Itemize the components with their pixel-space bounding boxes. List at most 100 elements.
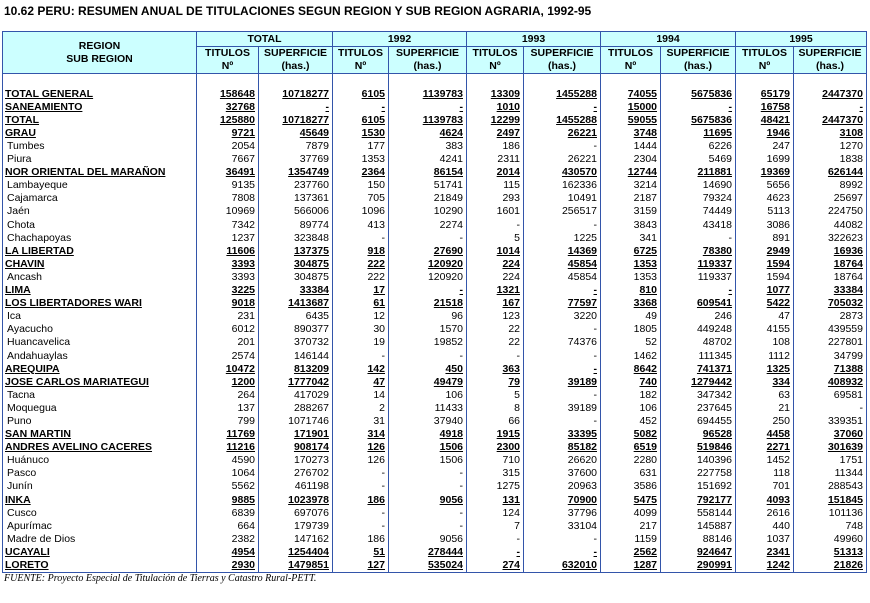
- cell: 4918: [388, 427, 467, 441]
- cell: 1139783: [388, 113, 467, 127]
- header-text: SUB REGION: [66, 52, 133, 65]
- spacer: [523, 73, 601, 88]
- header-text: (has.): [683, 60, 712, 72]
- cell-text: -: [381, 519, 386, 532]
- cell-text: -: [728, 284, 733, 297]
- cell-text: 16936: [833, 244, 863, 257]
- header-text: (has.): [547, 60, 576, 72]
- subregion-row: Pasco 1064 276702 - - 315 37600 631 227758 118 113…: [2, 466, 867, 480]
- cell: 8992: [793, 178, 867, 192]
- cell: 1413687: [258, 296, 333, 310]
- cell-text: 27690: [433, 244, 463, 257]
- cell: 1444: [600, 139, 661, 153]
- cell-text: 334: [772, 375, 790, 388]
- cell: 5675836: [660, 113, 736, 127]
- cell: 39189: [523, 401, 601, 415]
- cell-text: 63: [778, 388, 790, 401]
- cell: 77597: [523, 296, 601, 310]
- cell-text: 37796: [567, 506, 597, 519]
- cell-text: 124: [502, 506, 520, 519]
- cell-text: 89774: [299, 218, 329, 231]
- cell: 3159: [600, 204, 661, 219]
- subcol-header: TITULOS Nº: [600, 46, 661, 74]
- cell-text: 347342: [696, 388, 732, 401]
- cell: 740: [600, 375, 661, 389]
- title: 10.62 PERU: RESUMEN ANUAL DE TITULACIONE…: [4, 4, 592, 18]
- subcol-header: TITULOS Nº: [332, 46, 389, 74]
- cell: 2574: [196, 348, 259, 363]
- cell: 78380: [660, 244, 736, 258]
- cell: 334: [735, 375, 794, 389]
- cell-text: 1946: [766, 126, 790, 139]
- cell-text: 288267: [293, 401, 329, 414]
- cell: 6105: [332, 113, 389, 127]
- cell-text: 21849: [433, 192, 463, 205]
- cell-text: Piura: [7, 153, 32, 166]
- cell-text: 74376: [567, 336, 597, 349]
- cell-text: 247: [772, 140, 790, 153]
- name-cell: Chachapoyas: [2, 231, 197, 245]
- cell-text: 85182: [567, 441, 597, 454]
- cell: -: [332, 479, 389, 493]
- cell-text: 9056: [439, 532, 463, 545]
- cell-text: 2562: [633, 545, 657, 558]
- cell-text: 59055: [627, 113, 657, 126]
- cell-text: Pasco: [7, 467, 37, 480]
- cell-text: Andahuaylas: [7, 349, 68, 362]
- cell-text: Junín: [7, 480, 33, 493]
- spacer: [600, 73, 661, 88]
- cell-text: 5562: [231, 480, 255, 493]
- cell-text: 11695: [703, 126, 732, 139]
- cell: 186: [332, 493, 389, 507]
- cell-text: 2280: [633, 454, 657, 467]
- cell-text: 5675836: [691, 113, 732, 126]
- cell-text: 10969: [225, 205, 255, 218]
- cell-text: -: [516, 218, 521, 231]
- cell: 171901: [258, 427, 333, 441]
- cell-text: Tumbes: [7, 140, 45, 153]
- cell-text: 10472: [225, 362, 255, 375]
- cell-text: 535024: [427, 559, 463, 572]
- cell-text: 1413687: [288, 297, 329, 310]
- cell-text: -: [459, 519, 464, 532]
- cell: 2497: [466, 126, 524, 140]
- cell: -: [660, 100, 736, 114]
- cell-text: 11606: [226, 244, 255, 257]
- cell-text: 1353: [633, 257, 657, 270]
- cell-text: 664: [237, 519, 255, 532]
- cell-text: -: [516, 349, 521, 362]
- cell-text: 3393: [231, 270, 255, 283]
- cell: 1353: [600, 257, 661, 271]
- cell-text: 33384: [833, 284, 863, 297]
- cell: 278444: [388, 545, 467, 559]
- cell: 631: [600, 466, 661, 480]
- cell: 2447370: [793, 87, 867, 101]
- cell-text: 49960: [833, 532, 863, 545]
- cell: 1452: [735, 453, 794, 467]
- cell: 25697: [793, 191, 867, 205]
- cell: 3225: [196, 283, 259, 297]
- cell: 1077: [735, 283, 794, 297]
- spacer: [466, 73, 524, 88]
- cell: 3393: [196, 257, 259, 271]
- cell-text: 4623: [766, 192, 790, 205]
- cell: 11216: [196, 440, 259, 454]
- cell-text: 1594: [766, 270, 790, 283]
- cell: 32768: [196, 100, 259, 114]
- name-cell: AREQUIPA: [2, 362, 197, 376]
- cell: 5469: [660, 152, 736, 166]
- cell: 146144: [258, 348, 333, 363]
- cell-text: 79324: [702, 192, 732, 205]
- cell-text: 3108: [839, 126, 863, 139]
- cell: 126: [332, 453, 389, 467]
- cell-text: 44082: [833, 218, 863, 231]
- cell-text: 1699: [766, 153, 790, 166]
- header-text: SUPERFICIE: [263, 47, 327, 59]
- cell: 347342: [660, 388, 736, 402]
- cell-text: 33104: [567, 519, 597, 532]
- cell: 363: [466, 362, 524, 376]
- cell: 1037: [735, 532, 794, 546]
- cell: 21518: [388, 296, 467, 310]
- cell: 48702: [660, 335, 736, 349]
- cell-text: 3086: [766, 218, 790, 231]
